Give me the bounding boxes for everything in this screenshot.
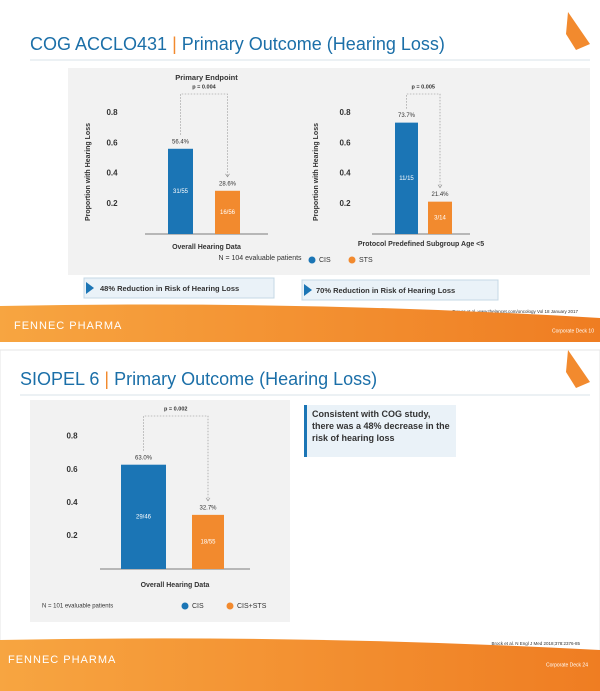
callout — [304, 405, 456, 457]
bar-label: 18/55 — [200, 540, 216, 546]
value-label: 28.6% — [219, 181, 237, 187]
bar-label: 16/56 — [220, 210, 236, 216]
callout-text: 48% Reduction in Risk of Hearing Loss — [100, 284, 239, 293]
bar — [168, 148, 193, 234]
p-arrow — [437, 184, 443, 189]
bar — [121, 464, 166, 569]
footer-page: Corporate Deck 10 — [552, 328, 594, 334]
y-tick-label: 0.2 — [66, 531, 78, 540]
value-label: 56.4% — [172, 139, 190, 145]
brand: FENNEC PHARMA — [8, 654, 116, 666]
legend-swatch — [226, 602, 234, 610]
y-tick-label: 0.6 — [339, 138, 351, 147]
p-arrow — [225, 173, 230, 178]
p-bracket — [143, 415, 209, 501]
p-value: p = 0.004 — [192, 84, 216, 90]
bar-label: 3/14 — [434, 215, 446, 221]
value-label: 63.0% — [135, 455, 153, 461]
logo — [566, 350, 590, 388]
value-label: 21.4% — [431, 192, 449, 198]
legend-label: CIS — [319, 257, 331, 264]
y-tick-label: 0.4 — [66, 498, 78, 507]
slide-title: SIOPEL 6 | Primary Outcome (Hearing Loss… — [20, 369, 377, 389]
callout-bar — [304, 405, 307, 457]
citation: Freyer et al, www.thelancet.com/oncology… — [452, 309, 578, 314]
legend-swatch — [181, 602, 189, 610]
y-axis-label: Proportion with Hearing Loss — [85, 123, 92, 221]
legend-swatch — [308, 256, 316, 264]
y-tick-label: 0.6 — [106, 138, 118, 147]
p-arrow — [205, 497, 211, 502]
callout — [301, 279, 499, 301]
value-label: 32.7% — [199, 505, 217, 511]
footer-page: Corporate Deck 24 — [546, 662, 588, 668]
bar-label: 29/46 — [136, 514, 152, 520]
footer-band — [0, 638, 600, 691]
callout-box: Consistent with COG study, there was a 4… — [312, 409, 450, 443]
note: N = 104 evaluable patients — [218, 255, 302, 262]
x-axis-label: Overall Hearing Data — [141, 582, 210, 589]
callout-text: Consistent with COG study, there was a 4… — [312, 409, 450, 443]
y-tick-label: 0.4 — [106, 169, 118, 178]
y-tick-label: 0.8 — [106, 108, 118, 117]
value-label: 73.7% — [398, 113, 416, 119]
charts: Primary Endpoint Proportion with Hearing … — [66, 73, 484, 610]
logo — [566, 12, 590, 50]
bar-label: 11/15 — [399, 176, 414, 182]
bar — [215, 190, 240, 234]
brand: FENNEC PHARMA — [14, 320, 122, 332]
p-value: p = 0.002 — [164, 406, 187, 412]
y-tick-label: 0.8 — [339, 108, 351, 117]
y-tick-label: 0.8 — [66, 432, 78, 441]
callout — [83, 277, 275, 299]
legend-label: STS — [359, 257, 373, 264]
callout-text: 70% Reduction in Risk of Hearing Loss — [316, 286, 455, 295]
p-value: p = 0.005 — [412, 84, 435, 90]
bar — [428, 201, 452, 234]
y-tick-label: 0.6 — [66, 465, 78, 474]
bar — [395, 122, 418, 234]
legend-swatch — [348, 256, 356, 264]
legend-label: CIS+STS — [237, 603, 267, 610]
bar — [192, 514, 224, 569]
x-axis-label: Overall Hearing Data — [172, 244, 241, 251]
chart-panel — [68, 68, 590, 275]
x-axis-label: Protocol Predefined Subgroup Age <5 — [358, 241, 484, 248]
p-bracket — [406, 93, 441, 188]
legend-label: CIS — [192, 603, 204, 610]
callout-flag — [86, 282, 94, 294]
slide-title: COG ACCLO431 | Primary Outcome (Hearing … — [30, 34, 445, 54]
y-tick-label: 0.2 — [339, 199, 351, 208]
p-bracket — [180, 93, 228, 177]
y-tick-label: 0.2 — [106, 199, 118, 208]
y-tick-label: 0.4 — [339, 169, 351, 178]
citation: Brock et al. N Engl J Med 2018;378:2376-… — [491, 641, 580, 646]
callout-flag — [304, 284, 312, 296]
chart-title: Primary Endpoint — [175, 73, 238, 82]
y-axis-label: Proportion with Hearing Loss — [313, 123, 320, 221]
bar-label: 31/55 — [173, 189, 189, 195]
note: N = 101 evaluable patients — [42, 604, 113, 610]
footer-band — [0, 304, 600, 342]
